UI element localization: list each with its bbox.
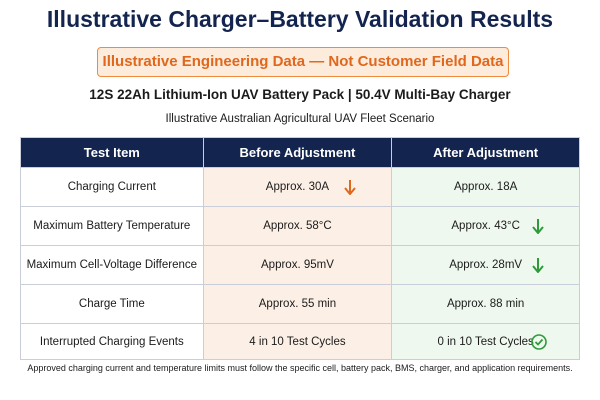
table-cell: Charge Time (20, 284, 204, 324)
table-cell: Approx. 43°C (391, 206, 580, 246)
column-header: After Adjustment (391, 137, 580, 168)
cell-text: 4 in 10 Test Cycles (249, 335, 346, 348)
table-row: Maximum Battery Temperature Approx. 58°C A… (20, 206, 580, 246)
table-row: Charging Current Approx. 30A Approx. 18A (20, 167, 580, 207)
title: Illustrative Charger–Battery Validation … (46, 6, 554, 32)
results-table: Test Item Before Adjustment After Adjust… (20, 137, 580, 360)
column-header: Before Adjustment (202, 137, 393, 168)
table-cell: Approx. 18A (391, 167, 580, 207)
table-row: Interrupted Charging Events 4 in 10 Test … (20, 323, 580, 360)
scenario: Illustrative Australian Agricultural UAV… (165, 113, 435, 125)
status-icon (344, 180, 357, 195)
status-icon (532, 258, 544, 273)
cell-text: Approx. 88 min (446, 298, 525, 310)
table-row: Maximum Cell-Voltage Difference Approx. 9… (20, 245, 580, 285)
table-cell: Approx. 58°C (202, 206, 393, 246)
table-cell: Approx. 88 min (391, 284, 580, 324)
cell-text: Charge Time (78, 298, 145, 310)
cell-text: Interrupted Charging Events (39, 335, 184, 348)
cell-text: Approx. 28mV (449, 259, 523, 271)
cell-text: Approx. 55 min (258, 298, 337, 310)
cell-text: Approx. 43°C (451, 220, 520, 232)
table-cell: Approx. 55 min (202, 284, 393, 324)
cell-text: Approx. 95mV (261, 259, 334, 271)
footnote: Approved charging current and temperatur… (27, 363, 573, 373)
table-cell: Approx. 28mV (391, 245, 580, 285)
cell-text: Approx. 58°C (263, 220, 332, 232)
header-row: Test Item Before Adjustment After Adjust… (20, 137, 580, 168)
cell-text: Maximum Cell-Voltage Difference (26, 259, 198, 271)
table-cell: Maximum Cell-Voltage Difference (20, 245, 204, 285)
table-cell: Interrupted Charging Events (20, 323, 204, 360)
table-cell: Approx. 95mV (202, 245, 393, 285)
cell-text: 0 in 10 Test Cycles (437, 335, 534, 348)
cell-text: Maximum Battery Temperature (33, 220, 191, 232)
table-cell: Charging Current (20, 167, 204, 207)
table-cell: Maximum Battery Temperature (20, 206, 204, 246)
cell-text: Charging Current (67, 181, 156, 193)
column-header: Test Item (20, 137, 204, 168)
table-cell: 0 in 10 Test Cycles (391, 323, 580, 360)
table-cell: Approx. 30A (202, 167, 393, 207)
status-icon (532, 219, 544, 234)
table-cell: 4 in 10 Test Cycles (202, 323, 393, 360)
status-icon (531, 333, 547, 350)
cell-text: Approx. 18A (453, 181, 518, 193)
table-row: Charge Time Approx. 55 min Approx. 88 min (20, 284, 580, 324)
cell-text: Approx. 30A (265, 181, 330, 193)
subtitle: 12S 22Ah Lithium-Ion UAV Battery Pack | … (89, 87, 511, 102)
banner: Illustrative Engineering Data — Not Cust… (97, 47, 509, 77)
